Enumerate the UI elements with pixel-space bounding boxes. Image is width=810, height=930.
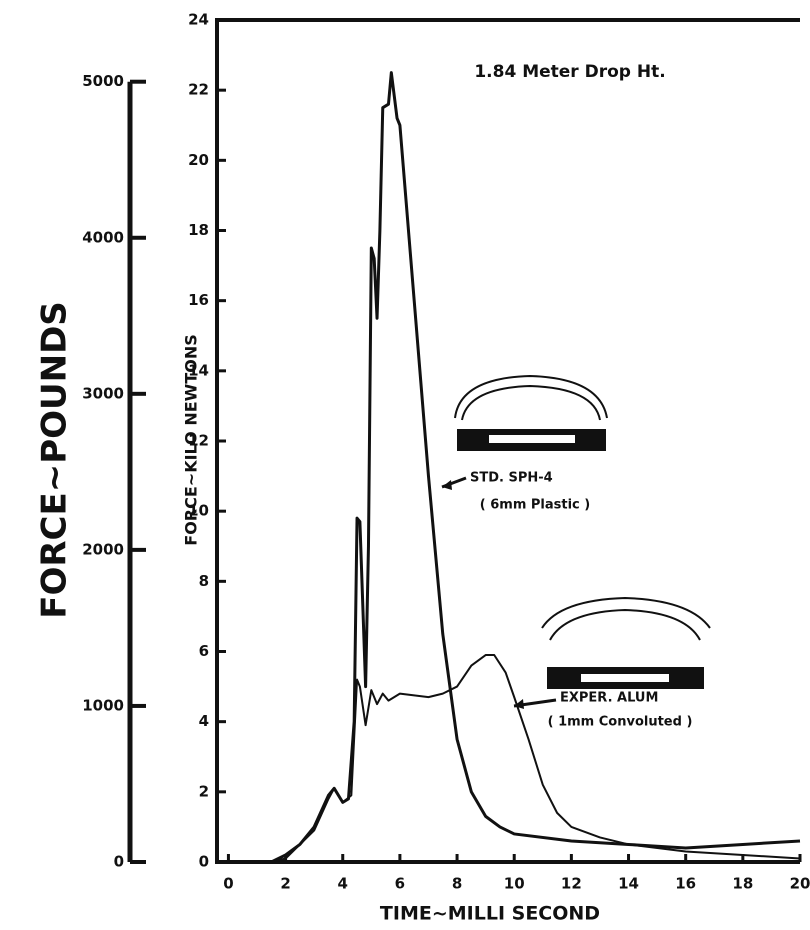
series-name: EXPER. ALUM [560, 691, 658, 706]
series-line [270, 71, 801, 864]
x-tick-label: 20 [790, 875, 810, 893]
series-name: STD. SPH-4 [470, 471, 553, 486]
y-tick-label: 20 [188, 151, 209, 169]
x-tick-label: 8 [452, 875, 462, 893]
y-tick-label: 2 [199, 782, 209, 800]
y-tick-label: 0 [199, 853, 209, 871]
y-axis-label: FORCE~KILO NEWTONS [182, 334, 201, 545]
x-tick-label: 2 [280, 875, 290, 893]
x-tick-label: 18 [732, 875, 753, 893]
y-tick-label: 12 [188, 432, 209, 450]
x-tick-label: 0 [223, 875, 233, 893]
y-tick-label: 10 [188, 502, 209, 520]
x-tick-label: 4 [338, 875, 348, 893]
y-tick-label: 16 [188, 291, 209, 309]
y-tick-label: 22 [188, 81, 209, 99]
y-tick-label: 14 [188, 361, 209, 379]
y2-tick-label: 0 [114, 853, 124, 871]
annotation: 1.84 Meter Drop Ht. [474, 62, 665, 82]
y-tick-label: 18 [188, 221, 209, 239]
y-tick-label: 24 [188, 11, 209, 29]
series-description: ( 1mm Convoluted ) [548, 715, 693, 730]
x-tick-label: 16 [675, 875, 696, 893]
x-tick-label: 14 [618, 875, 639, 893]
y2-tick-label: 4000 [82, 228, 124, 246]
y2-axis-label: FORCE~POUNDS [35, 301, 75, 619]
y-tick-label: 4 [199, 712, 209, 730]
x-tick-label: 10 [504, 875, 525, 893]
arrow-head [442, 480, 452, 490]
y2-tick-label: 1000 [82, 696, 124, 714]
y2-tick-label: 3000 [82, 384, 124, 402]
x-tick-label: 12 [561, 875, 582, 893]
arrow-head [514, 699, 524, 709]
y2-tick-label: 2000 [82, 540, 124, 558]
y-tick-label: 6 [199, 642, 209, 660]
y2-tick-label: 5000 [82, 72, 124, 90]
helmet-std [454, 374, 608, 451]
x-tick-label: 6 [395, 875, 405, 893]
series-description: ( 6mm Plastic ) [480, 498, 590, 513]
x-axis-label: TIME~MILLI SECOND [380, 903, 600, 925]
helmet-alum [541, 596, 711, 689]
y-tick-label: 8 [199, 572, 209, 590]
series-line [271, 654, 801, 863]
